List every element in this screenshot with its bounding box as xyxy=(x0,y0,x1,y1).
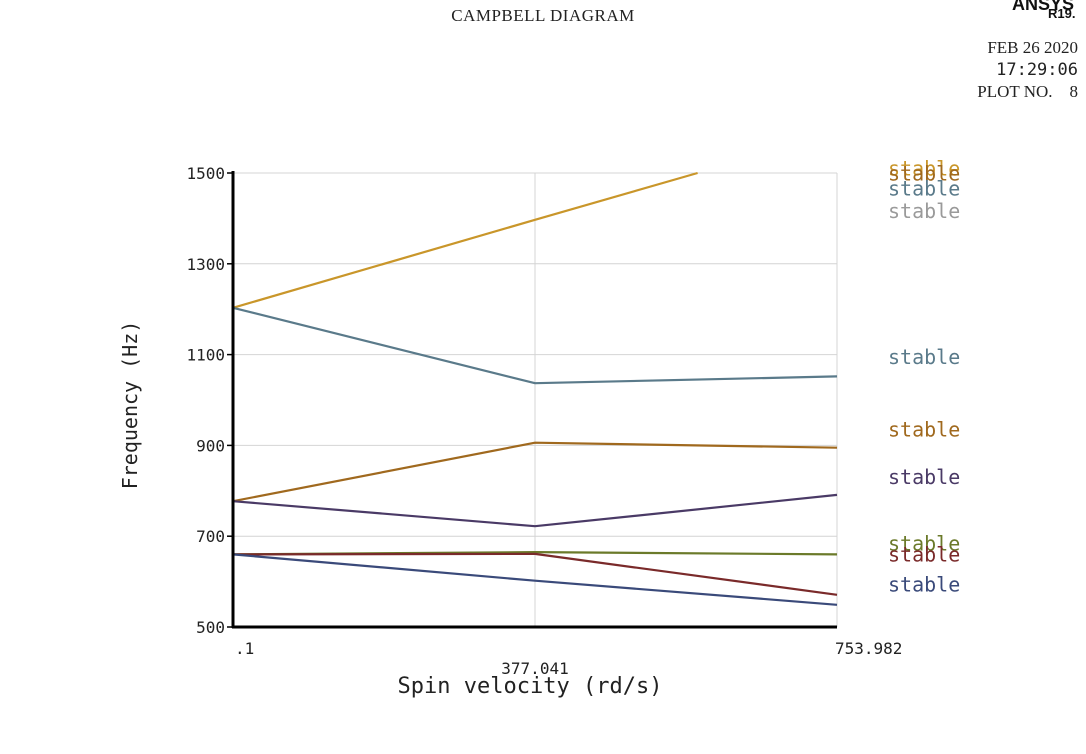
axes xyxy=(227,171,837,629)
plot-time: 17:29:06 xyxy=(996,60,1078,80)
series-line-mode-5 xyxy=(232,493,838,528)
stability-label-6: stable xyxy=(888,465,960,489)
series-line-mode-3 xyxy=(232,306,838,385)
grid xyxy=(233,172,838,627)
stability-label-5: stable xyxy=(888,417,960,441)
y-tick-label-4: 1300 xyxy=(186,255,225,274)
series-line-mode-4 xyxy=(232,441,838,503)
chart-title: CAMPBELL DIAGRAM xyxy=(451,6,635,25)
series-line-mode-1 xyxy=(232,171,698,309)
plot-number: 8 xyxy=(1069,82,1079,101)
series-lines xyxy=(232,171,838,606)
plot-number-label: PLOT NO. xyxy=(977,82,1053,101)
stability-label-3: stable xyxy=(888,199,960,223)
series-line-mode-8 xyxy=(232,553,838,606)
version-label: R19. xyxy=(1048,6,1076,21)
y-tick-label-1: 700 xyxy=(196,527,225,546)
tick-labels: 500 700 900 1100 1300 1500 .1 377.041 753.982 xyxy=(186,164,902,678)
stability-label-1: stable xyxy=(888,162,960,186)
x-tick-label-1: 377.041 xyxy=(501,659,568,678)
y-tick-label-2: 900 xyxy=(196,436,225,455)
stability-labels: stablestablestablestablestablestablestab… xyxy=(888,156,960,596)
plot-number-row: PLOT NO. 8 xyxy=(900,82,1078,102)
x-axis-label: Spin velocity (rd/s) xyxy=(398,674,663,699)
x-tick-label-0: .1 xyxy=(235,639,254,658)
x-tick-label-2: 753.982 xyxy=(835,639,902,658)
stability-label-7: stable xyxy=(888,531,960,555)
y-tick-label-0: 500 xyxy=(196,618,225,637)
y-tick-label-3: 1100 xyxy=(186,346,225,365)
brand-logo: ANSYS xyxy=(1012,0,1075,14)
y-axis-label: Frequency (Hz) xyxy=(118,321,142,490)
series-line-mode-7 xyxy=(232,552,838,596)
plot-date: FEB 26 2020 xyxy=(987,38,1078,57)
stability-label-8: stable xyxy=(888,543,960,567)
stability-label-2: stable xyxy=(888,177,960,201)
y-tick-label-5: 1500 xyxy=(186,164,225,183)
stability-label-4: stable xyxy=(888,345,960,369)
stability-label-9: stable xyxy=(888,573,960,597)
stability-label-0: stable xyxy=(888,156,960,180)
